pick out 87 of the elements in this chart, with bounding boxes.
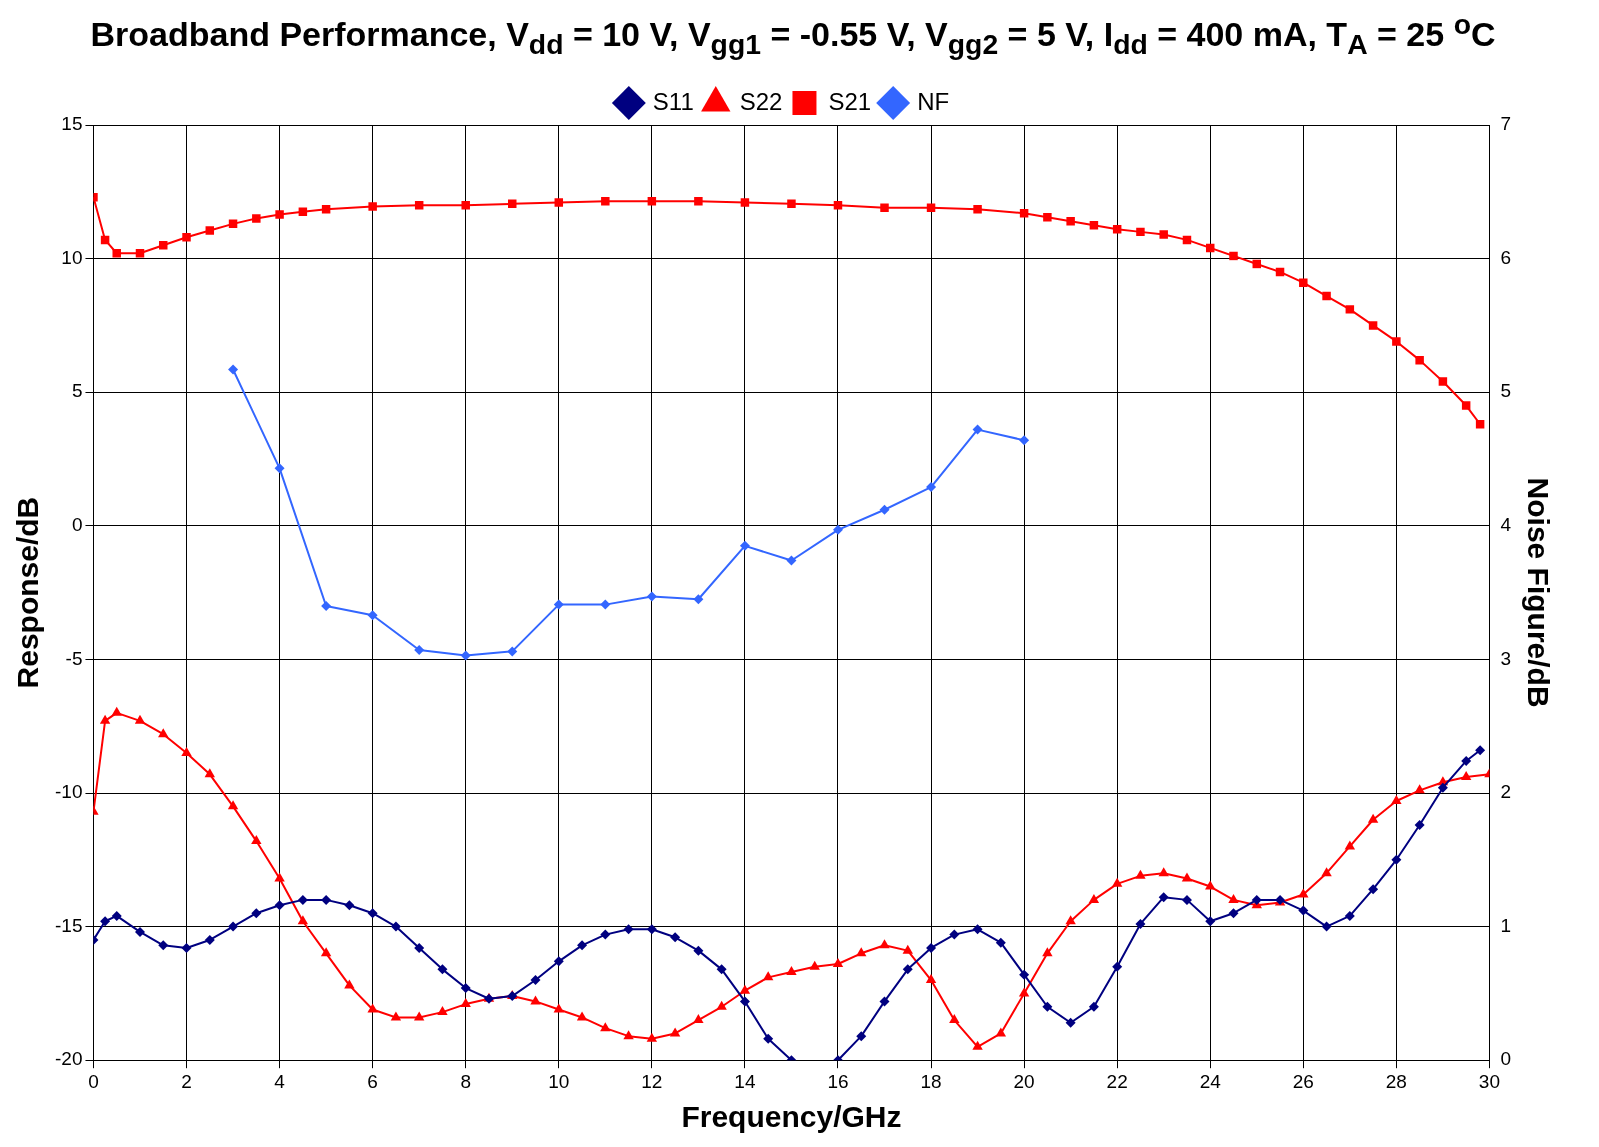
y2-tick-label: 5: [1500, 380, 1512, 402]
point: [414, 645, 425, 656]
point: [693, 594, 704, 605]
point: [1392, 337, 1401, 346]
point: [601, 197, 610, 206]
point: [1043, 213, 1052, 222]
point: [786, 555, 797, 566]
point: [787, 199, 796, 209]
point: [321, 601, 332, 612]
point: [368, 202, 377, 211]
y2-tick-label: 6: [1500, 246, 1512, 268]
x-tick-label: 0: [88, 1070, 99, 1092]
y2-tick-label: 2: [1500, 781, 1512, 803]
point: [973, 205, 982, 214]
x-tick-label: 4: [274, 1070, 286, 1092]
y-tick-label: 10: [61, 246, 83, 268]
y-tick-label: -15: [54, 914, 83, 936]
y-tick-label: -10: [54, 781, 83, 803]
point: [112, 249, 121, 258]
y2-tick-label: 3: [1500, 647, 1512, 669]
point: [159, 241, 168, 250]
point: [832, 524, 843, 535]
y2-axis-title: Noise Figure/dB: [1521, 477, 1555, 708]
x-tick-label: 24: [1199, 1070, 1222, 1092]
legend-label: NF: [917, 87, 950, 115]
point: [252, 214, 261, 223]
point: [1159, 230, 1168, 239]
x-tick-label: 30: [1478, 1070, 1500, 1092]
y-tick-label: 5: [71, 380, 83, 402]
y2-tick-label: 0: [1500, 1048, 1512, 1070]
y2-tick-label: 4: [1500, 514, 1512, 536]
legend-label: S21: [828, 87, 872, 115]
point: [740, 198, 750, 207]
point: [1066, 217, 1075, 226]
point: [461, 201, 470, 210]
point: [182, 233, 191, 242]
x-tick-label: 10: [548, 1070, 570, 1092]
point: [553, 599, 564, 610]
point: [1475, 420, 1485, 429]
legend-label: S22: [739, 87, 783, 115]
x-axis-title: Frequency/GHz: [681, 1100, 902, 1134]
point: [1136, 227, 1145, 237]
legend-label: S11: [652, 87, 694, 115]
point: [879, 504, 890, 515]
x-tick-label: 6: [367, 1070, 378, 1092]
point: [507, 646, 518, 657]
x-tick-label: 8: [460, 1070, 472, 1092]
point: [694, 197, 703, 206]
x-tick-label: 28: [1385, 1070, 1407, 1092]
point: [1368, 321, 1378, 330]
x-tick-label: 22: [1106, 1070, 1128, 1092]
y2-tick-label: 7: [1500, 113, 1512, 135]
point: [646, 591, 657, 602]
point: [275, 210, 284, 219]
x-tick-label: 14: [734, 1070, 756, 1092]
point: [1345, 305, 1355, 314]
point: [228, 364, 239, 375]
x-tick-label: 12: [641, 1070, 663, 1092]
x-tick-label: 26: [1292, 1070, 1314, 1092]
x-tick-label: 16: [827, 1070, 849, 1092]
y-tick-label: 0: [71, 514, 83, 536]
point: [274, 463, 285, 474]
point: [205, 226, 215, 235]
point: [367, 610, 378, 621]
point: [1415, 356, 1424, 365]
point: [1438, 377, 1448, 386]
point: [1299, 278, 1308, 288]
point: [880, 203, 889, 213]
point: [600, 599, 611, 610]
point: [554, 198, 564, 207]
y2-tick-label: 1: [1500, 914, 1512, 936]
point: [739, 540, 750, 551]
point: [1322, 291, 1331, 301]
point: [926, 482, 937, 493]
point: [460, 650, 471, 661]
point: [1229, 251, 1238, 261]
y-axis-title: Response/dB: [11, 496, 45, 689]
x-tick-label: 18: [920, 1070, 942, 1092]
x-tick-label: 2: [181, 1070, 192, 1092]
y-tick-label: -20: [54, 1048, 83, 1070]
point: [1019, 435, 1030, 446]
point: [1461, 401, 1471, 410]
chart-title: Broadband Performance, V$_{dd}$ = 10 V, V$_{gg1}$ = -0.55 V, V$_{gg2}$ = 5 V, I$_{dd}$ = 400 mA, T$_{A}$ = 25 $^{o}$C: [90, 8, 1496, 61]
x-tick-label: 20: [1013, 1070, 1035, 1092]
y-tick-label: -5: [65, 647, 83, 669]
y-tick-label: 15: [61, 113, 83, 135]
point: [972, 424, 983, 435]
